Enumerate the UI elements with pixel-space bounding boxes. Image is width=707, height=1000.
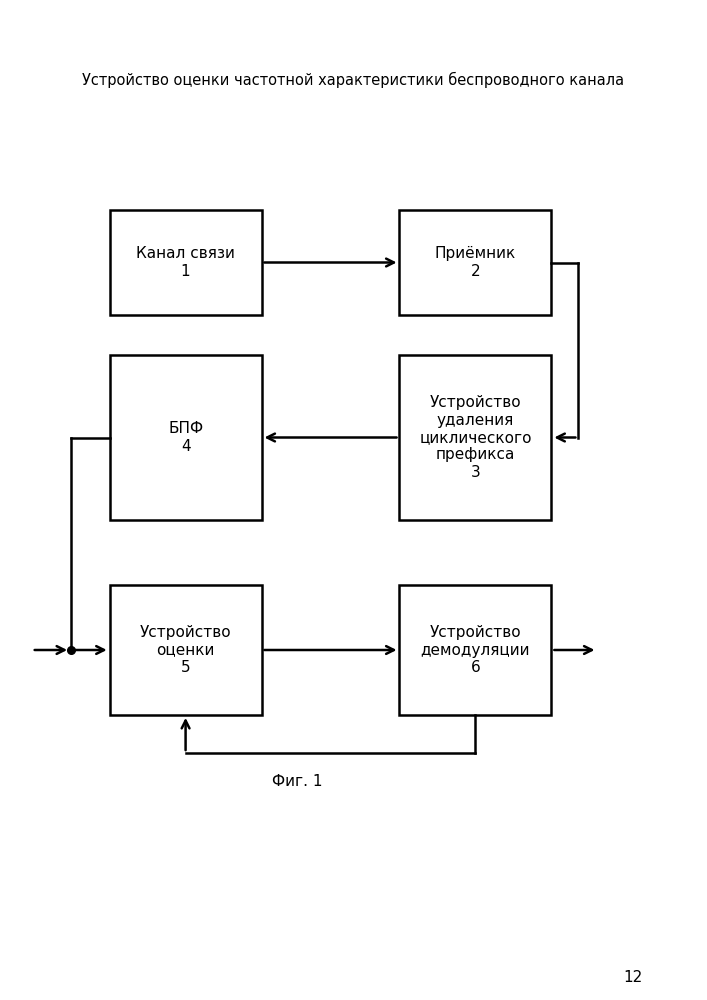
FancyBboxPatch shape [399, 585, 551, 715]
FancyBboxPatch shape [399, 210, 551, 315]
FancyBboxPatch shape [110, 210, 262, 315]
Text: БПФ
4: БПФ 4 [168, 421, 203, 454]
Text: Устройство
удаления
циклического
префикса
3: Устройство удаления циклического префикс… [419, 395, 532, 480]
Text: Приёмник
2: Приёмник 2 [435, 246, 516, 279]
FancyBboxPatch shape [110, 585, 262, 715]
Text: Устройство оценки частотной характеристики беспроводного канала: Устройство оценки частотной характеристи… [83, 72, 624, 88]
Text: 12: 12 [623, 970, 643, 986]
FancyBboxPatch shape [399, 355, 551, 520]
FancyBboxPatch shape [110, 355, 262, 520]
Text: Устройство
оценки
5: Устройство оценки 5 [140, 625, 231, 675]
Text: Устройство
демодуляции
6: Устройство демодуляции 6 [421, 625, 530, 675]
Text: Фиг. 1: Фиг. 1 [271, 774, 322, 790]
Text: Канал связи
1: Канал связи 1 [136, 246, 235, 279]
